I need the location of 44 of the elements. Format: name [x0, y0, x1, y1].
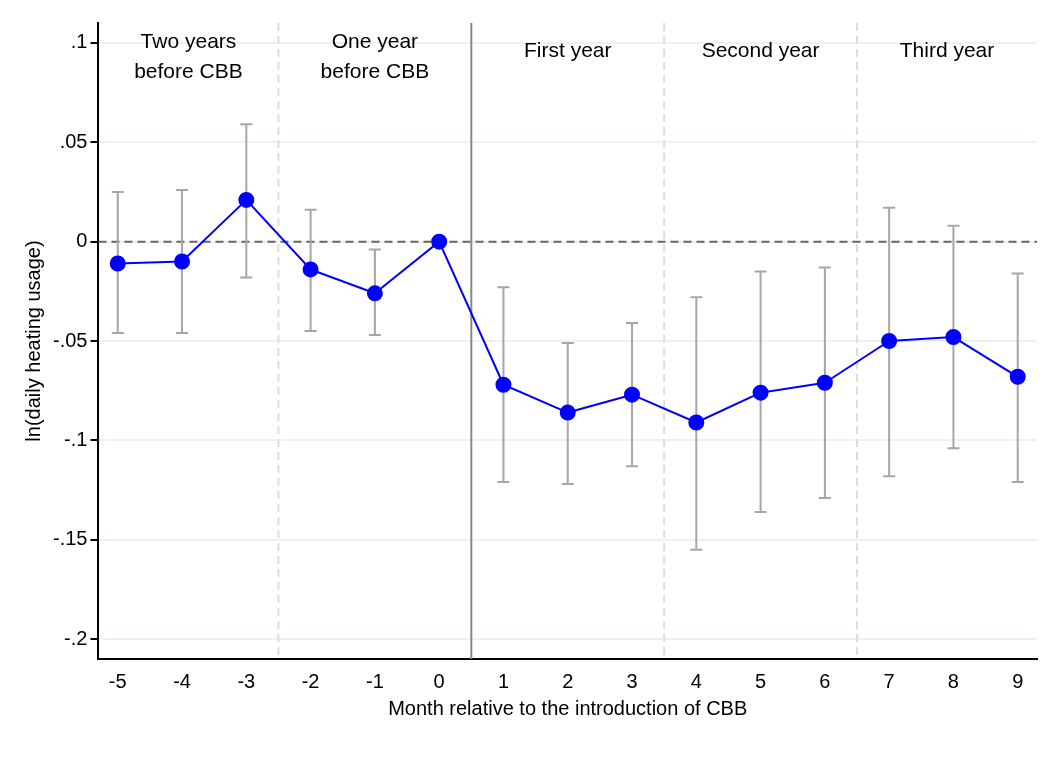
y-tick-label: -.15 [52, 527, 88, 550]
x-tick-label: 2 [562, 669, 574, 692]
y-tick-label: -.2 [64, 626, 88, 649]
x-tick-label: 4 [690, 669, 702, 692]
point [238, 191, 255, 208]
annotation: First year [523, 37, 612, 61]
y-tick-label: 0 [76, 229, 88, 252]
point [366, 285, 383, 302]
y-tick-label: -.1 [64, 427, 88, 450]
x-tick-label: -1 [365, 669, 384, 692]
x-tick-label: 9 [1012, 669, 1024, 692]
point [495, 376, 512, 393]
y-tick-label: .05 [59, 129, 88, 152]
annotation: Two years before CBB [134, 28, 243, 82]
y-tick-label: .1 [70, 30, 88, 53]
x-tick-label: 0 [433, 669, 445, 692]
point [945, 329, 962, 346]
x-axis-title: Month relative to the introduction of CBB [388, 696, 748, 719]
annotation: One year before CBB [320, 28, 430, 82]
x-tick-label: -4 [173, 669, 191, 692]
point [1009, 368, 1026, 385]
point [109, 255, 126, 272]
y-tick-label: -.05 [52, 328, 88, 351]
annotation: Third year [899, 37, 995, 61]
point [816, 374, 833, 391]
x-tick-label: 6 [819, 669, 831, 692]
point [302, 261, 319, 278]
point [752, 384, 769, 401]
point [559, 404, 576, 421]
point [431, 233, 448, 250]
x-tick-label: 8 [947, 669, 959, 692]
x-tick-label: 5 [755, 669, 767, 692]
x-tick-label: 3 [626, 669, 638, 692]
x-tick-label: 7 [883, 669, 895, 692]
point [688, 414, 705, 431]
x-tick-label: -2 [301, 669, 320, 692]
x-tick-label: 1 [497, 669, 510, 692]
point [881, 333, 898, 349]
point [174, 253, 191, 270]
point [624, 386, 641, 403]
x-tick-label: -5 [108, 669, 127, 692]
annotation: Second year [701, 37, 820, 61]
y-axis-title: ln(daily heating usage) [21, 240, 44, 442]
x-tick-label: -3 [237, 669, 256, 692]
